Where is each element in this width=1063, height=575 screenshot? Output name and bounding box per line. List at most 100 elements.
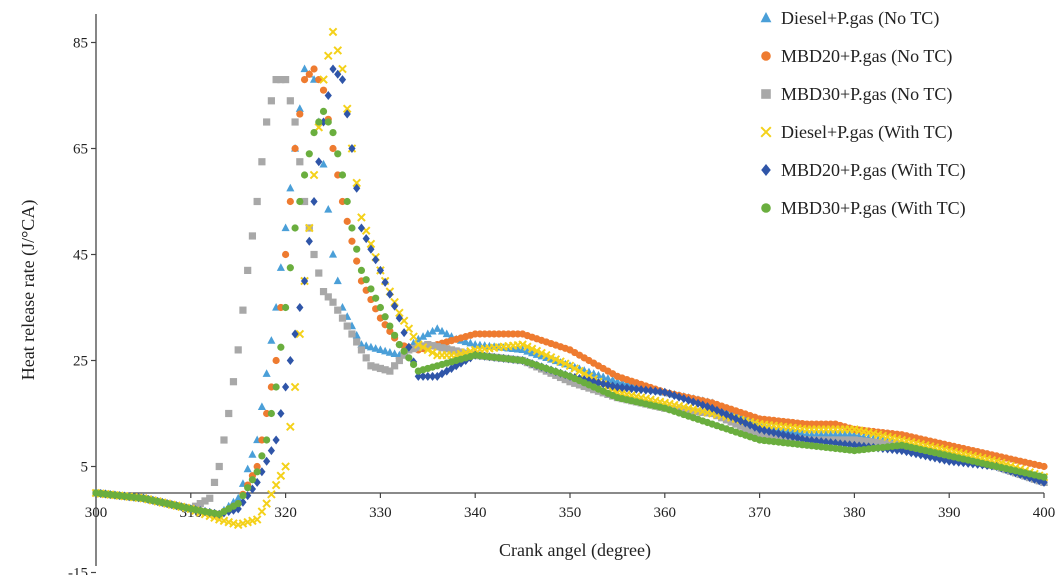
- x-tick-label: 300: [85, 505, 108, 521]
- data-point: [252, 515, 262, 524]
- data-point: [518, 345, 527, 354]
- data-point: [442, 329, 451, 338]
- data-point: [352, 178, 362, 188]
- data-point: [319, 159, 328, 168]
- data-point: [286, 264, 294, 272]
- data-point: [357, 213, 366, 222]
- data-point: [348, 224, 356, 232]
- data-point: [532, 346, 542, 356]
- data-point: [277, 76, 285, 84]
- data-point: [267, 409, 275, 418]
- data-point: [291, 224, 299, 232]
- data-point: [546, 353, 556, 362]
- data-point: [286, 97, 294, 105]
- legend-marker: [760, 12, 772, 23]
- data-point: [343, 109, 351, 119]
- data-point: [438, 344, 446, 352]
- data-point: [357, 346, 366, 354]
- data-point: [556, 357, 565, 366]
- data-point: [291, 144, 299, 153]
- data-point: [694, 398, 702, 408]
- data-point: [727, 418, 735, 426]
- data-point: [196, 500, 204, 508]
- data-point: [333, 46, 343, 55]
- data-point: [385, 348, 394, 356]
- data-point: [362, 234, 370, 244]
- data-point: [366, 342, 375, 351]
- data-point: [324, 118, 332, 126]
- data-point: [319, 107, 328, 115]
- data-point: [286, 422, 295, 432]
- data-point: [400, 351, 408, 359]
- data-point: [324, 204, 333, 213]
- x-tick-label: 370: [748, 505, 771, 521]
- data-point: [323, 51, 333, 61]
- x-tick-label: 360: [654, 505, 677, 521]
- x-tick-label: 380: [843, 505, 866, 521]
- data-point: [632, 384, 640, 394]
- data-point: [300, 64, 309, 73]
- data-point: [423, 329, 432, 338]
- data-point: [263, 436, 271, 444]
- data-point: [282, 76, 290, 84]
- data-point: [372, 294, 380, 302]
- data-point: [409, 360, 418, 369]
- data-point: [386, 367, 394, 375]
- data-point: [239, 306, 247, 314]
- data-point: [518, 340, 527, 349]
- data-point: [334, 306, 342, 314]
- data-point: [750, 417, 759, 426]
- data-point: [338, 64, 347, 74]
- data-point: [447, 346, 456, 354]
- data-point: [575, 366, 584, 376]
- data-point: [262, 499, 271, 508]
- x-tick-label: 320: [274, 505, 297, 521]
- data-point: [309, 170, 319, 180]
- data-point: [737, 422, 745, 430]
- data-point: [628, 384, 636, 394]
- data-point: [343, 217, 351, 225]
- y-tick-label: 65: [73, 142, 88, 158]
- data-point: [357, 340, 366, 348]
- data-point: [457, 348, 465, 356]
- data-point: [798, 429, 807, 437]
- data-point: [428, 326, 437, 335]
- data-point: [296, 303, 304, 312]
- x-axis-label: Crank angel (degree): [499, 540, 651, 561]
- data-point: [371, 344, 380, 352]
- data-point: [579, 369, 589, 379]
- data-point: [310, 129, 318, 137]
- data-point: [257, 402, 266, 411]
- data-point: [437, 326, 447, 335]
- data-point: [367, 244, 375, 254]
- data-point: [357, 266, 366, 274]
- data-point: [860, 437, 868, 445]
- data-point: [300, 197, 309, 206]
- data-point: [300, 76, 309, 84]
- data-point: [788, 427, 797, 435]
- data-point: [571, 379, 579, 387]
- data-point: [565, 361, 575, 371]
- data-point: [751, 428, 759, 437]
- data-point: [276, 263, 285, 271]
- y-tick-label: -15: [68, 566, 88, 575]
- data-point: [718, 407, 726, 417]
- data-point: [699, 400, 707, 410]
- data-point: [315, 118, 323, 126]
- data-point: [537, 348, 546, 358]
- data-point: [338, 75, 347, 85]
- data-point: [376, 364, 384, 373]
- data-point: [428, 348, 437, 357]
- data-point: [319, 86, 328, 94]
- y-tick-label: 85: [73, 36, 88, 52]
- data-point: [215, 462, 223, 471]
- data-point: [343, 197, 351, 206]
- data-point: [353, 245, 361, 253]
- data-point: [428, 371, 437, 381]
- data-point: [263, 118, 271, 126]
- data-point: [229, 378, 238, 386]
- data-point: [343, 322, 351, 330]
- data-point: [746, 426, 754, 435]
- data-point: [793, 433, 802, 443]
- legend-item: MBD30+P.gas (With TC): [761, 198, 966, 219]
